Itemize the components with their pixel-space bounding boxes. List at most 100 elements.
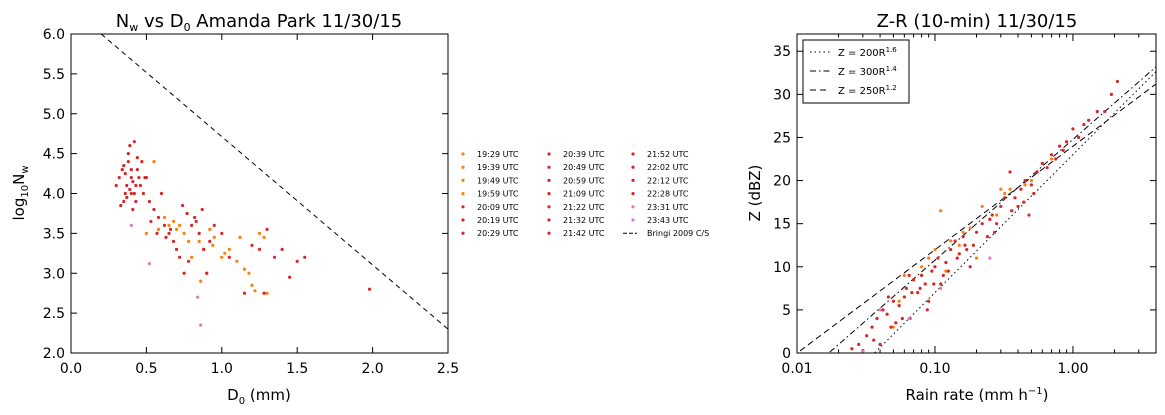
right-data-point: [900, 316, 904, 321]
left-data-point: [303, 255, 307, 259]
legend-entry-label: 21:22 UTC: [563, 203, 605, 212]
left-xtick-label: 1.5: [286, 361, 308, 377]
left-ytick-label: 3.0: [43, 266, 65, 282]
right-data-point: [1019, 187, 1023, 191]
right-data-point: [897, 303, 901, 308]
legend-entry-label: 19:39 UTC: [477, 163, 519, 172]
left-data-point: [196, 295, 200, 299]
left-data-point: [220, 255, 224, 259]
right-data-point: [939, 209, 943, 213]
right-data-point: [919, 265, 924, 269]
left-data-point: [152, 160, 156, 164]
left-chart-title: Nw vs D0 Amanda Park 11/30/15: [116, 11, 402, 34]
left-data-point: [134, 183, 138, 188]
legend-marker: [547, 192, 551, 196]
right-data-point: [980, 204, 984, 209]
left-ytick-label: 5.5: [43, 67, 65, 83]
right-data-point: [974, 256, 979, 260]
right-data-point: [891, 325, 896, 329]
left-data-point: [132, 191, 136, 196]
right-data-point: [995, 222, 999, 226]
right-data-point: [1054, 157, 1058, 161]
left-data-point: [126, 152, 130, 156]
left-data-point: [129, 223, 133, 227]
right-data-point: [904, 286, 908, 290]
left-data-point: [171, 239, 176, 243]
left-data-point: [156, 215, 161, 220]
right-data-point: [927, 299, 931, 303]
right-data-point: [1045, 166, 1049, 170]
right-data-point: [990, 213, 994, 217]
right-data-point: [961, 235, 965, 239]
left-data-point: [193, 215, 197, 220]
legend-marker: [547, 178, 551, 182]
left-data-point: [262, 291, 266, 295]
legend-marker: [631, 205, 635, 209]
right-data-point: [872, 338, 876, 342]
left-data-point: [135, 167, 139, 172]
left-chart-legend: 19:29 UTC 19:39 UTC 19:49 UTC 19:59 UTC 20:0…: [461, 150, 709, 238]
left-data-point: [120, 167, 124, 172]
left-chart-xlabel: D0 (mm): [227, 386, 291, 407]
right-data-point: [988, 217, 992, 221]
right-data-point: [999, 204, 1003, 209]
right-data-point: [988, 256, 992, 260]
right-data-point: [907, 273, 911, 278]
left-chart-frame: [70, 33, 449, 354]
left-data-point: [147, 199, 152, 204]
left-data-point: [280, 247, 284, 251]
legend-entry-label: 23:31 UTC: [647, 203, 689, 212]
left-data-point: [162, 215, 167, 220]
right-data-point: [857, 342, 861, 346]
right-data-point: [910, 291, 914, 295]
left-data-point: [174, 247, 179, 251]
right-chart-xlabel: Rain rate (mm h−1): [906, 386, 1049, 404]
left-data-point: [129, 175, 133, 180]
left-data-point: [159, 191, 164, 196]
right-data-point: [881, 308, 885, 312]
left-data-point: [119, 203, 123, 208]
bringi-line: [100, 33, 449, 330]
left-data-point: [123, 191, 127, 196]
left-data-point: [212, 235, 216, 239]
left-data-point: [227, 247, 231, 251]
right-data-point: [1029, 183, 1034, 187]
left-data-point: [171, 219, 176, 224]
zr-legend-box: [802, 39, 910, 104]
left-data-point: [138, 183, 142, 188]
left-xtick-label: 0.0: [60, 361, 82, 377]
left-data-point: [187, 259, 191, 263]
right-data-point: [957, 243, 961, 247]
left-data-point: [199, 279, 203, 283]
left-ytick-label: 4.5: [43, 147, 65, 163]
left-data-point: [257, 247, 262, 251]
left-data-point: [114, 183, 118, 188]
right-data-point: [971, 243, 976, 247]
legend-marker: [461, 192, 465, 196]
right-xtick-label: 0.01: [781, 361, 812, 377]
left-data-point: [167, 231, 171, 235]
right-chart-points: [850, 79, 1119, 353]
left-data-point: [220, 231, 224, 235]
right-data-point: [894, 321, 898, 325]
right-data-point: [1087, 118, 1091, 122]
left-data-point: [122, 199, 126, 204]
legend-entry-label: 20:39 UTC: [563, 150, 605, 159]
right-data-point: [1003, 191, 1007, 196]
right-data-point: [1077, 135, 1081, 140]
left-data-point: [223, 251, 227, 255]
right-data-point: [1010, 209, 1014, 213]
right-data-point: [1095, 109, 1099, 114]
legend-entry-label: 21:42 UTC: [563, 229, 605, 238]
right-data-point: [941, 273, 945, 278]
legend-entry-label: 22:28 UTC: [647, 190, 689, 199]
left-data-point: [187, 239, 191, 243]
legend-marker: [547, 205, 551, 209]
right-data-point: [995, 213, 999, 217]
zr-relation-line: [829, 66, 1157, 353]
right-data-point: [953, 239, 957, 243]
left-data-point: [253, 289, 257, 293]
right-data-point: [1109, 92, 1113, 96]
right-data-point: [944, 260, 948, 265]
right-data-point: [902, 295, 906, 299]
